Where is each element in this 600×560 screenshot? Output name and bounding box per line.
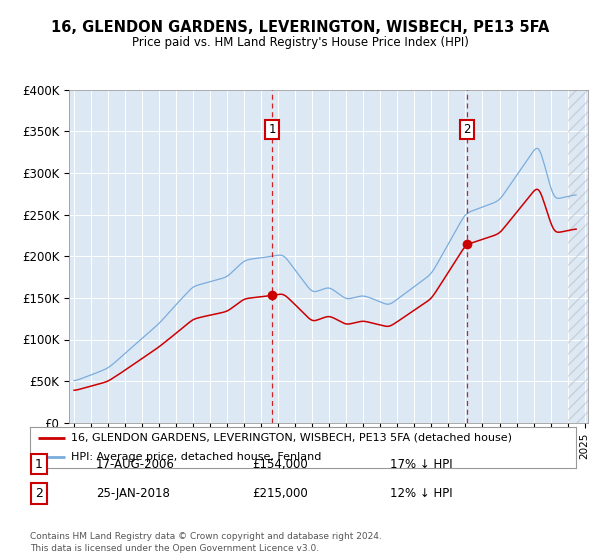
Text: HPI: Average price, detached house, Fenland: HPI: Average price, detached house, Fenl…	[71, 452, 322, 462]
Text: 1: 1	[35, 458, 43, 471]
Bar	[568, 90, 588, 423]
Text: £215,000: £215,000	[252, 487, 308, 500]
Text: 17-AUG-2006: 17-AUG-2006	[96, 458, 175, 471]
Text: £154,000: £154,000	[252, 458, 308, 471]
Text: Contains HM Land Registry data © Crown copyright and database right 2024.
This d: Contains HM Land Registry data © Crown c…	[30, 533, 382, 553]
Text: 2: 2	[35, 487, 43, 500]
Text: Price paid vs. HM Land Registry's House Price Index (HPI): Price paid vs. HM Land Registry's House …	[131, 36, 469, 49]
Text: 12% ↓ HPI: 12% ↓ HPI	[390, 487, 452, 500]
Text: 17% ↓ HPI: 17% ↓ HPI	[390, 458, 452, 471]
Text: 16, GLENDON GARDENS, LEVERINGTON, WISBECH, PE13 5FA (detached house): 16, GLENDON GARDENS, LEVERINGTON, WISBEC…	[71, 433, 512, 443]
Text: 16, GLENDON GARDENS, LEVERINGTON, WISBECH, PE13 5FA: 16, GLENDON GARDENS, LEVERINGTON, WISBEC…	[51, 20, 549, 35]
Text: 2: 2	[463, 123, 470, 136]
Text: 1: 1	[268, 123, 276, 136]
Text: 25-JAN-2018: 25-JAN-2018	[96, 487, 170, 500]
